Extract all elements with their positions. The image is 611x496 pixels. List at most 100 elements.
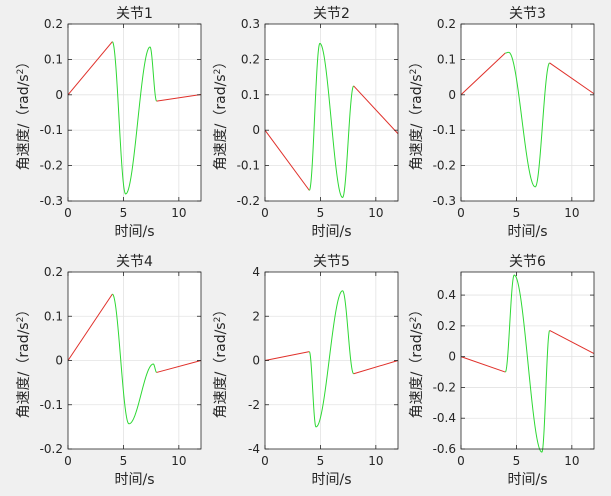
y-tick-label: 0.1 [44, 309, 63, 323]
x-tick-label: 5 [317, 206, 325, 220]
x-tick-label: 10 [564, 454, 579, 468]
x-tick-label: 0 [457, 454, 465, 468]
y-tick-label: 0 [55, 88, 63, 102]
y-tick-label: 4 [252, 265, 260, 279]
series-tail-line [353, 85, 399, 135]
y-axis-label-superscript: 2 [16, 69, 26, 75]
y-axis-label-superscript: 2 [213, 317, 223, 323]
y-axis-label: 角速度/（rad/s2） [16, 303, 32, 419]
subplot-title: 关节5 [313, 254, 350, 270]
y-axis-label: 角速度/（rad/s2） [16, 55, 32, 171]
y-tick-label: -2 [248, 398, 260, 412]
series-ramp-line [67, 41, 113, 96]
y-tick-label: 0.1 [437, 52, 456, 66]
x-tick-label: 0 [261, 454, 269, 468]
subplot-title: 关节2 [313, 6, 350, 22]
y-tick-label: 0.3 [241, 17, 260, 31]
axes-frame [67, 23, 202, 202]
series-ramp-line [67, 293, 113, 361]
subplot-1: 0 5 10 -0.3 -0.2 -0.1 0 0.1 0.2 关节1 时间/s 角速度/（rad/s… [16, 6, 202, 240]
y-tick-label: 0 [55, 354, 63, 368]
y-axis-label-superscript: 2 [213, 69, 223, 75]
y-axis-label-close: ） [213, 303, 229, 317]
y-tick-label: -0.2 [40, 159, 63, 173]
axes-frame [460, 271, 595, 450]
x-tick-label: 0 [261, 206, 269, 220]
y-tick-label: -4 [248, 442, 260, 456]
y-tick-label: 0.2 [437, 17, 456, 31]
subplot-4: 0 5 10 -0.2 -0.1 0 0.1 0.2 关节4 时间/s 角速度/（rad/s2） [16, 254, 202, 488]
y-axis-label-superscript: 2 [409, 317, 419, 323]
y-tick-label: 0.1 [241, 88, 260, 102]
x-axis-label: 时间/s [114, 224, 154, 240]
y-tick-label: -0.2 [40, 442, 63, 456]
subplot-title: 关节4 [116, 254, 153, 270]
y-axis-label-main: 角速度/（rad/s [409, 322, 425, 418]
y-axis-label-main: 角速度/（rad/s [16, 322, 32, 418]
series-wave-line [505, 51, 550, 188]
y-tick-label: -0.3 [433, 194, 456, 208]
y-tick-label: -0.4 [433, 411, 456, 425]
series-tail-line [353, 360, 399, 375]
y-tick-label: -0.1 [40, 123, 63, 137]
series-wave-line [112, 41, 157, 195]
subplot-title: 关节1 [116, 6, 153, 22]
y-axis-label-close: ） [409, 55, 425, 69]
y-axis-label: 角速度/（rad/s2） [213, 55, 229, 171]
x-axis-label: 时间/s [507, 224, 547, 240]
y-tick-label: -0.1 [40, 398, 63, 412]
y-tick-label: -0.2 [433, 380, 456, 394]
y-axis-label-main: 角速度/（rad/s [213, 74, 229, 170]
series-wave-line [308, 42, 354, 198]
x-tick-label: 5 [513, 206, 521, 220]
x-tick-label: 10 [171, 454, 186, 468]
y-tick-label: 0 [448, 350, 456, 364]
y-tick-label: -0.1 [433, 123, 456, 137]
series-ramp-line [264, 351, 310, 361]
subplot-title: 关节3 [509, 6, 546, 22]
series-ramp-line [460, 52, 506, 96]
y-axis-label-main: 角速度/（rad/s [409, 74, 425, 170]
series-ramp-line [264, 129, 310, 191]
axes-background [68, 24, 201, 201]
y-tick-label: 0.1 [44, 52, 63, 66]
y-tick-label: 0 [448, 88, 456, 102]
y-tick-label: -0.2 [433, 159, 456, 173]
y-axis-label-main: 角速度/（rad/s [213, 322, 229, 418]
x-tick-label: 10 [368, 206, 383, 220]
y-tick-label: -0.1 [237, 159, 260, 173]
y-axis-label-close: ） [16, 303, 32, 317]
axes-frame [264, 23, 399, 202]
axes-frame [460, 23, 595, 202]
y-axis-label-superscript: 2 [16, 317, 26, 323]
axes-background [461, 24, 594, 201]
x-tick-label: 10 [368, 454, 383, 468]
x-tick-label: 10 [564, 206, 579, 220]
series-ramp-line [460, 356, 506, 373]
y-tick-label: 0.2 [437, 319, 456, 333]
x-tick-label: 5 [317, 454, 325, 468]
subplot-6: 0 5 10 -0.6 -0.4 -0.2 0 0.2 0.4 关节6 时间/s 角速度/（rad/s… [409, 254, 595, 488]
y-tick-label: -0.3 [40, 194, 63, 208]
x-tick-label: 5 [120, 206, 128, 220]
x-tick-label: 0 [64, 454, 72, 468]
series-tail-line [549, 62, 595, 95]
y-axis-label-superscript: 2 [409, 69, 419, 75]
series-tail-line [156, 93, 202, 102]
y-axis-label-close: ） [409, 303, 425, 317]
y-tick-label: 0.2 [44, 265, 63, 279]
subplot-title: 关节6 [509, 254, 546, 270]
y-tick-label: 0.2 [44, 17, 63, 31]
series-wave-line [112, 293, 157, 425]
y-tick-label: -0.6 [433, 442, 456, 456]
series-tail-line [156, 360, 202, 373]
x-axis-label: 时间/s [311, 224, 351, 240]
x-tick-label: 0 [457, 206, 465, 220]
subplot-3: 0 5 10 -0.3 -0.2 -0.1 0 0.1 0.2 关节3 时间/s 角速度/（rad/s… [409, 6, 595, 240]
y-axis-label: 角速度/（rad/s2） [409, 303, 425, 419]
y-axis-label-close: ） [16, 55, 32, 69]
y-axis-label: 角速度/（rad/s2） [213, 303, 229, 419]
y-tick-label: 0 [252, 354, 260, 368]
y-axis-label: 角速度/（rad/s2） [409, 55, 425, 171]
